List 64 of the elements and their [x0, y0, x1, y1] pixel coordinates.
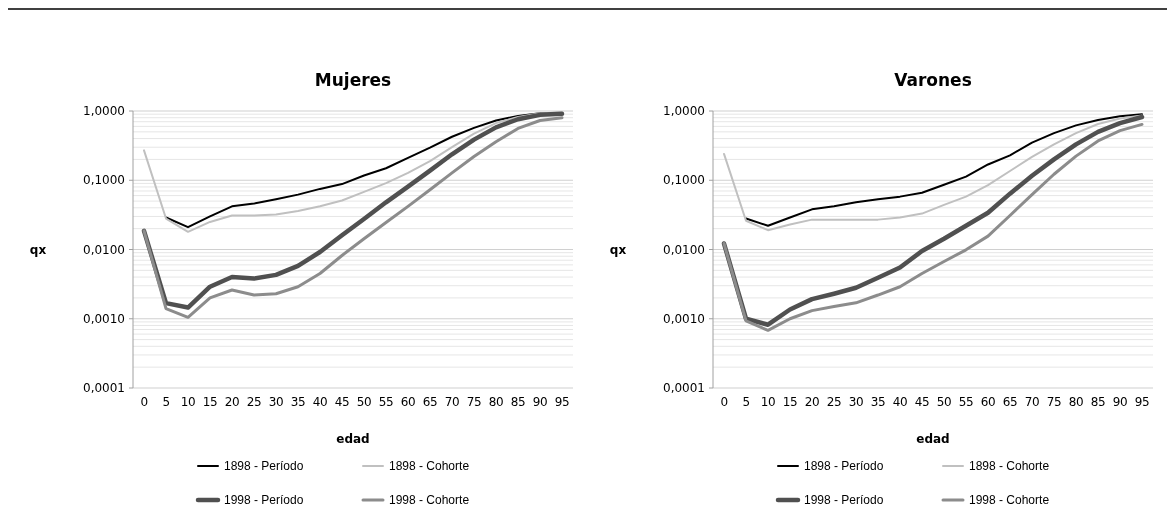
x-tick-label: 0 — [140, 395, 148, 409]
y-tick-label: 0,0100 — [663, 242, 705, 257]
x-tick-label: 70 — [1024, 395, 1040, 409]
x-tick-label: 5 — [742, 395, 750, 409]
x-tick-label: 40 — [892, 395, 908, 409]
x-tick-label: 85 — [510, 395, 526, 409]
x-tick-label: 80 — [1068, 395, 1084, 409]
x-tick-label: 90 — [1112, 395, 1128, 409]
legend-label: 1998 - Cohorte — [389, 493, 470, 508]
chart-title: Mujeres — [314, 70, 392, 90]
x-tick-label: 25 — [826, 395, 842, 409]
x-tick-label: 30 — [848, 395, 864, 409]
chart-title: Varones — [894, 70, 972, 90]
y-tick-label: 0,1000 — [83, 173, 125, 188]
x-tick-label: 0 — [720, 395, 728, 409]
x-axis-title: edad — [916, 432, 950, 446]
y-tick-label: 0,1000 — [663, 173, 705, 188]
x-tick-label: 55 — [378, 395, 394, 409]
x-tick-label: 20 — [224, 395, 240, 409]
legend-label: 1998 - Cohorte — [969, 493, 1050, 508]
y-tick-label: 0,0010 — [663, 311, 705, 326]
x-tick-label: 95 — [1134, 395, 1150, 409]
x-tick-label: 35 — [870, 395, 886, 409]
x-tick-label: 55 — [958, 395, 974, 409]
x-tick-label: 40 — [312, 395, 328, 409]
x-axis-title: edad — [336, 432, 370, 446]
legend-label: 1898 - Cohorte — [389, 459, 470, 474]
y-axis-title: qx — [609, 242, 627, 257]
x-tick-label: 10 — [180, 395, 196, 409]
x-tick-label: 85 — [1090, 395, 1106, 409]
x-tick-label: 45 — [914, 395, 930, 409]
y-tick-label: 0,0001 — [663, 381, 705, 396]
x-tick-label: 15 — [782, 395, 798, 409]
x-tick-label: 20 — [804, 395, 820, 409]
x-tick-label: 90 — [532, 395, 548, 409]
legend-label: 1898 - Cohorte — [969, 459, 1050, 474]
x-tick-label: 50 — [356, 395, 372, 409]
y-tick-label: 0,0010 — [83, 311, 125, 326]
y-axis-title: qx — [29, 242, 47, 257]
x-tick-label: 75 — [466, 395, 482, 409]
x-tick-label: 50 — [936, 395, 952, 409]
x-tick-label: 5 — [162, 395, 170, 409]
x-tick-label: 70 — [444, 395, 460, 409]
x-tick-label: 80 — [488, 395, 504, 409]
x-tick-label: 45 — [334, 395, 350, 409]
x-tick-label: 65 — [422, 395, 438, 409]
y-tick-label: 0,0001 — [83, 381, 125, 396]
y-tick-label: 1,0000 — [663, 104, 705, 119]
x-tick-label: 75 — [1046, 395, 1062, 409]
x-tick-label: 95 — [554, 395, 570, 409]
x-tick-label: 60 — [980, 395, 996, 409]
x-tick-label: 60 — [400, 395, 416, 409]
legend-label: 1998 - Período — [224, 493, 304, 508]
x-tick-label: 35 — [290, 395, 306, 409]
legend-label: 1998 - Período — [804, 493, 884, 508]
x-tick-label: 65 — [1002, 395, 1018, 409]
y-tick-label: 0,0100 — [83, 242, 125, 257]
x-tick-label: 30 — [268, 395, 284, 409]
legend-label: 1898 - Período — [804, 459, 884, 474]
x-tick-label: 10 — [760, 395, 776, 409]
x-tick-label: 25 — [246, 395, 262, 409]
y-tick-label: 1,0000 — [83, 104, 125, 119]
legend-label: 1898 - Período — [224, 459, 304, 474]
x-tick-label: 15 — [202, 395, 218, 409]
